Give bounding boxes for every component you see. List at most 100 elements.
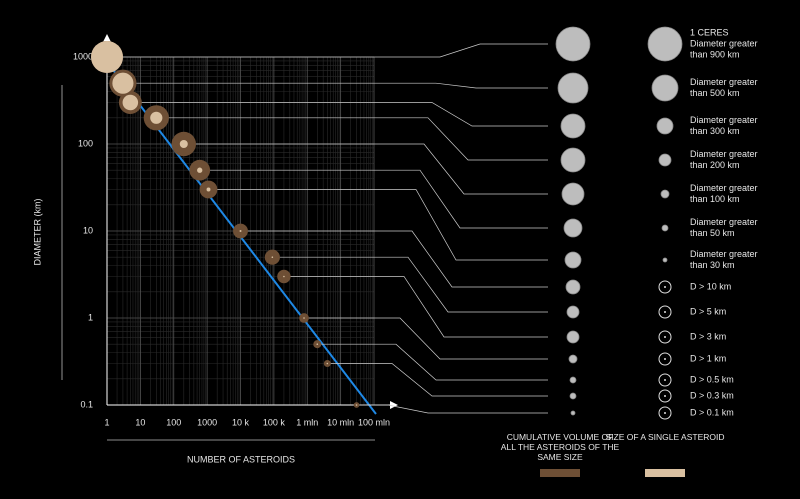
y-tick-label: 1000 — [73, 51, 93, 61]
leader-line — [183, 143, 548, 195]
leader-line — [107, 43, 548, 58]
size-dot — [664, 412, 666, 414]
size-bubble — [197, 167, 203, 173]
asteroid-icon — [561, 182, 585, 206]
y-axis-arrow — [103, 34, 111, 42]
size-bubble — [112, 72, 134, 94]
x-tick-label: 10 k — [232, 417, 250, 427]
x-tick-label: 1 — [104, 417, 109, 427]
size-dot — [664, 379, 666, 381]
row-label: D > 0.1 km — [690, 407, 734, 417]
size-bubble — [283, 275, 285, 278]
leader-line — [199, 169, 548, 229]
size-bubble — [239, 229, 242, 233]
leader-line — [208, 189, 548, 261]
row-label: than 300 km — [690, 126, 740, 136]
size-dot — [664, 286, 666, 288]
y-tick-label: 0.1 — [80, 399, 93, 409]
asteroid-icon — [557, 72, 589, 104]
asteroid-icon — [568, 354, 578, 364]
leader-line — [356, 404, 548, 414]
row-label: D > 0.5 km — [690, 374, 734, 384]
size-bubble — [271, 256, 274, 258]
row-label: than 100 km — [690, 194, 740, 204]
row-label: D > 10 km — [690, 281, 731, 291]
asteroid-icon — [563, 218, 583, 238]
row-label: 1 CERES — [690, 27, 729, 37]
asteroid-icon — [647, 26, 683, 62]
size-bubble — [206, 187, 211, 192]
size-bubble — [91, 41, 123, 73]
size-ring — [658, 352, 672, 366]
legend-swatch — [645, 469, 685, 477]
y-tick-label: 10 — [83, 225, 93, 235]
x-tick-label: 1000 — [197, 417, 217, 427]
row-label: Diameter greater — [690, 183, 758, 193]
leader-line — [283, 276, 548, 338]
row-label: Diameter greater — [690, 77, 758, 87]
size-ring — [658, 305, 672, 319]
size-bubble — [303, 317, 305, 319]
y-axis-label: DIAMETER (km) — [32, 199, 42, 266]
row-label: Diameter greater — [690, 149, 758, 159]
row-label: than 200 km — [690, 160, 740, 170]
x-tick-label: 100 k — [263, 417, 286, 427]
size-bubble — [179, 139, 188, 149]
leader-line — [240, 230, 548, 288]
size-dot — [664, 336, 666, 338]
size-ring — [658, 406, 672, 420]
legend-size: SIZE OF A SINGLE ASTEROID — [605, 432, 725, 442]
x-tick-label: 10 mln — [327, 417, 354, 427]
asteroid-icon — [566, 305, 580, 319]
asteroid-icon — [555, 26, 591, 62]
size-bubble — [122, 94, 139, 111]
row-label: than 50 km — [690, 228, 735, 238]
row-label: Diameter greater — [690, 38, 758, 48]
leader-line — [327, 363, 548, 397]
size-dot — [664, 395, 666, 397]
y-tick-label: 1 — [88, 312, 93, 322]
size-ring — [658, 330, 672, 344]
leader-line — [122, 82, 548, 89]
asteroid-icon — [569, 392, 577, 400]
row-label: D > 0.3 km — [690, 390, 734, 400]
x-tick-label: 100 mln — [358, 417, 390, 427]
legend-swatch — [540, 469, 580, 477]
x-axis-arrow — [390, 401, 398, 409]
size-dot — [664, 358, 666, 360]
x-tick-label: 1 mln — [296, 417, 318, 427]
asteroid-icon — [656, 117, 674, 135]
y-tick-label: 100 — [78, 138, 93, 148]
row-label: Diameter greater — [690, 217, 758, 227]
asteroid-icon — [564, 251, 582, 269]
asteroid-icon — [560, 113, 586, 139]
row-label: D > 3 km — [690, 331, 726, 341]
size-bubble — [355, 404, 358, 406]
leader-line — [130, 102, 548, 127]
asteroid-icon — [566, 330, 580, 344]
asteroid-icon — [658, 153, 672, 167]
size-ring — [658, 280, 672, 294]
size-ring — [658, 389, 672, 403]
leader-line — [317, 343, 548, 381]
size-dot — [664, 311, 666, 313]
row-label: than 30 km — [690, 260, 735, 270]
row-label: than 500 km — [690, 88, 740, 98]
leader-line — [304, 317, 548, 360]
row-label: D > 5 km — [690, 306, 726, 316]
asteroid-icon — [660, 189, 670, 199]
size-bubble — [326, 362, 329, 365]
asteroid-icon — [560, 147, 586, 173]
size-bubble — [150, 111, 163, 124]
asteroid-icon — [651, 74, 679, 102]
row-label: than 900 km — [690, 49, 740, 59]
row-label: D > 1 km — [690, 353, 726, 363]
x-axis-label: NUMBER OF ASTEROIDS — [187, 454, 295, 464]
asteroid-icon — [661, 224, 669, 232]
row-label: Diameter greater — [690, 249, 758, 259]
legend-volume: CUMULATIVE VOLUME OF ALL THE ASTEROIDS O… — [500, 432, 620, 462]
asteroid-icon — [569, 376, 577, 384]
leader-line — [156, 117, 548, 161]
